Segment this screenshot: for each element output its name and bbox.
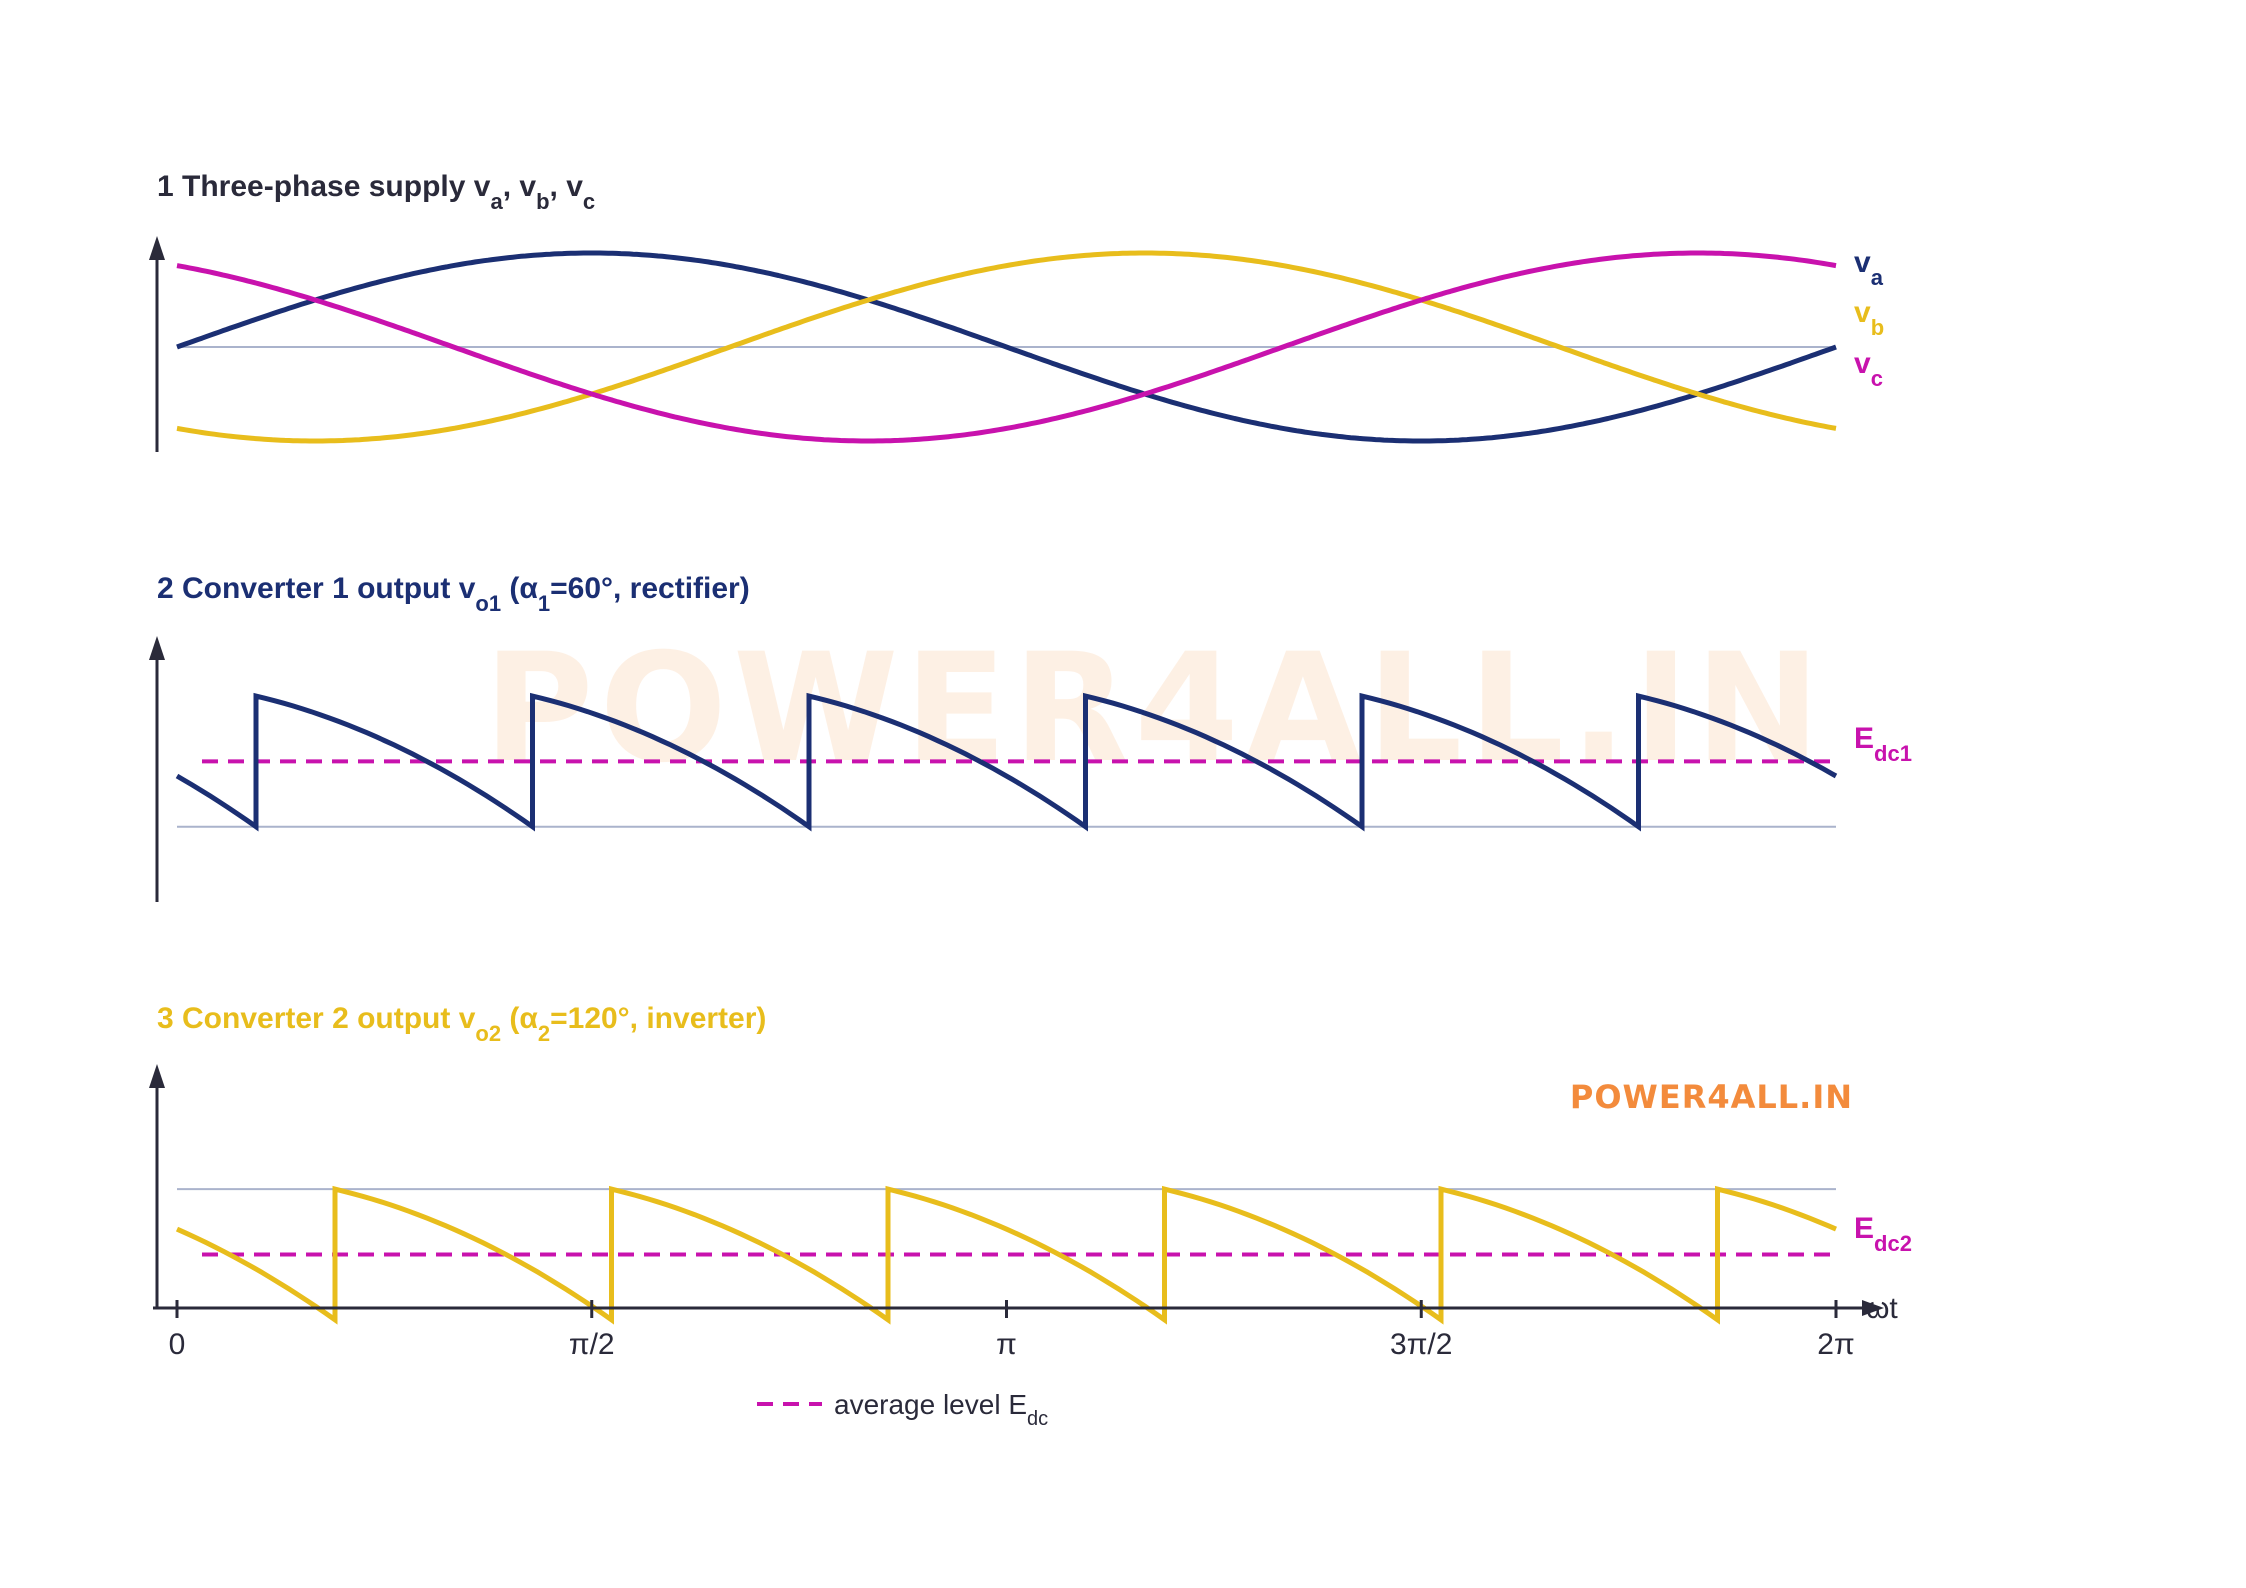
- panel-2-title-text: 2 Converter 1 output: [157, 572, 459, 605]
- x-tick-label-4: 2π: [1817, 1328, 1854, 1361]
- panel-1-title: 1 Three-phase supply va, vb, vc: [157, 170, 595, 214]
- panel-2-converter-1-output: 2 Converter 1 output vo1 (α1=60°, rectif…: [149, 572, 1912, 902]
- panel-2-title-alpha-sub: 1: [538, 591, 550, 616]
- panel-1-three-phase-supply: 1 Three-phase supply va, vb, vc va vb vc: [149, 170, 1884, 452]
- edc1-label: Edc1: [1854, 722, 1912, 766]
- panel-1-title-var-1-base: v: [519, 170, 536, 203]
- edc1-label-base: E: [1854, 722, 1874, 755]
- panel-3-converter-2-output: 3 Converter 2 output vo2 (α2=120°, inver…: [149, 1002, 1912, 1325]
- panel-1-title-sep-0: ,: [503, 170, 520, 203]
- series-vb-label: vb: [1854, 296, 1884, 340]
- x-tick-label-2: π: [996, 1328, 1017, 1361]
- legend-text-sub: dc: [1027, 1408, 1048, 1430]
- panel-2-title-rest: =60°, rectifier): [550, 572, 750, 605]
- legend: average level Edc: [757, 1389, 1048, 1430]
- edc2-label-base: E: [1854, 1212, 1874, 1245]
- watermark-large: POWER4ALL.IN: [484, 622, 1827, 796]
- panel-3-y-axis-arrow: [149, 1064, 165, 1088]
- series-vc-label: vc: [1854, 347, 1883, 391]
- series-va-label: va: [1854, 246, 1884, 290]
- panel-1-title-var-2-base: v: [566, 170, 583, 203]
- series-vb-line: [176, 250, 1837, 444]
- x-axis-arrow: [1862, 1300, 1884, 1316]
- panel-1-title-var-0-base: v: [474, 170, 491, 203]
- panel-1-title-var-2-sub: c: [583, 189, 595, 214]
- vo2-waveform: [175, 1185, 1837, 1325]
- panel-3-title: 3 Converter 2 output vo2 (α2=120°, inver…: [157, 1002, 766, 1046]
- series-vb-label-sub: b: [1871, 315, 1884, 340]
- x-axis-label: ωt: [1866, 1292, 1898, 1325]
- panel-3-title-rest: =120°, inverter): [550, 1002, 766, 1035]
- edc1-label-sub: dc1: [1874, 741, 1912, 766]
- panel-1-title-sep-1: ,: [550, 170, 567, 203]
- panel-1-title-var-1-sub: b: [536, 189, 549, 214]
- x-tick-label-0: 0: [169, 1328, 186, 1361]
- panel-1-y-axis-arrow: [149, 236, 165, 260]
- panel-2-title-var-base: v: [459, 572, 476, 605]
- panel-3-title-var-sub: o2: [475, 1021, 501, 1046]
- series-vc-label-sub: c: [1871, 366, 1883, 391]
- x-tick-label-3: 3π/2: [1390, 1328, 1452, 1361]
- series-va-label-base: v: [1854, 246, 1871, 279]
- panel-3-title-text: 3 Converter 2 output: [157, 1002, 459, 1035]
- series-vc-label-base: v: [1854, 347, 1871, 380]
- panel-2-title-open: (α: [501, 572, 538, 605]
- x-tick-label-1: π/2: [569, 1328, 615, 1361]
- legend-text: average level Edc: [834, 1389, 1048, 1430]
- panel-3-title-open: (α: [501, 1002, 538, 1035]
- panel-1-title-text: 1 Three-phase supply: [157, 170, 474, 203]
- panel-3-title-alpha-sub: 2: [538, 1021, 550, 1046]
- vo1-waveform: [175, 692, 1838, 832]
- series-va-line: [176, 250, 1837, 444]
- series-va-label-sub: a: [1871, 265, 1884, 290]
- panel-2-title: 2 Converter 1 output vo1 (α1=60°, rectif…: [157, 572, 750, 616]
- panel-3-title-var-base: v: [459, 1002, 476, 1035]
- series-vb-label-base: v: [1854, 296, 1871, 329]
- legend-text-main: average level E: [834, 1389, 1027, 1420]
- panel-1-title-var-0-sub: a: [490, 189, 503, 214]
- watermark-small: POWER4ALL.IN: [1570, 1078, 1853, 1116]
- edc2-label-sub: dc2: [1874, 1231, 1912, 1256]
- x-axis: ωt 0 π/2 π 3π/2 2π: [153, 1292, 1898, 1361]
- panel-2-y-axis-arrow: [149, 636, 165, 660]
- panel-2-title-var-sub: o1: [475, 591, 501, 616]
- series-vc-line: [176, 250, 1837, 444]
- edc2-label: Edc2: [1854, 1212, 1912, 1256]
- x-axis-ticks: 0 π/2 π 3π/2 2π: [169, 1300, 1855, 1361]
